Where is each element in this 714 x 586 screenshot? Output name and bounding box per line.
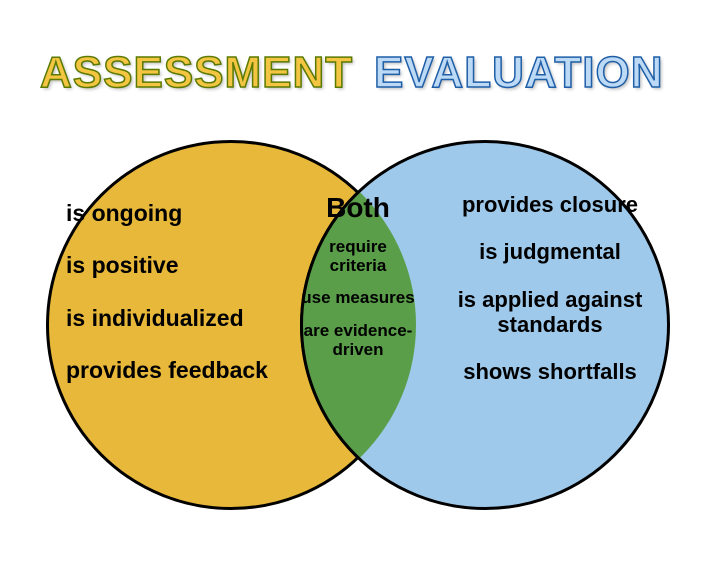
venn-left-items: is ongoing is positive is individualized… <box>66 200 286 410</box>
list-item: is judgmental <box>440 239 660 264</box>
venn-center-title: Both <box>300 192 416 224</box>
venn-diagram: is ongoing is positive is individualized… <box>0 120 714 560</box>
venn-center-block: Both require criteria use measures are e… <box>300 192 416 373</box>
list-item: provides feedback <box>66 357 286 383</box>
list-item: is individualized <box>66 305 286 331</box>
list-item: are evidence-driven <box>300 322 416 359</box>
list-item: is applied against standards <box>440 287 660 338</box>
venn-right-items: provides closure is judgmental is applie… <box>440 192 660 406</box>
venn-left-title: ASSESSMENT <box>40 48 353 98</box>
venn-right-title: EVALUATION <box>374 48 663 98</box>
list-item: require criteria <box>300 238 416 275</box>
venn-center-items: require criteria use measures are eviden… <box>300 238 416 359</box>
list-item: is ongoing <box>66 200 286 226</box>
list-item: use measures <box>300 289 416 308</box>
list-item: shows shortfalls <box>440 359 660 384</box>
list-item: provides closure <box>440 192 660 217</box>
list-item: is positive <box>66 252 286 278</box>
